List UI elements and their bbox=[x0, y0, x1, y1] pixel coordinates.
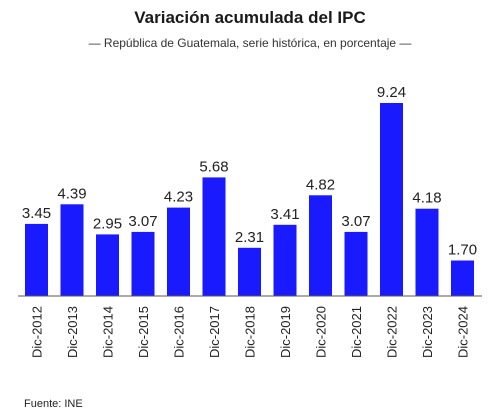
bar-dic-2014 bbox=[96, 234, 119, 296]
value-label-dic-2024: 1.70 bbox=[448, 242, 477, 259]
chart-subtitle: — República de Guatemala, serie históric… bbox=[88, 36, 412, 50]
value-label-dic-2020: 4.82 bbox=[306, 176, 335, 193]
bar-dic-2012 bbox=[25, 223, 48, 296]
bar-dic-2024 bbox=[451, 260, 474, 296]
category-label-dic-2022: Dic-2022 bbox=[385, 306, 400, 358]
category-label-dic-2012: Dic-2012 bbox=[30, 306, 45, 358]
bar-dic-2013 bbox=[60, 204, 84, 296]
bar-dic-2023 bbox=[415, 208, 439, 296]
category-label-dic-2023: Dic-2023 bbox=[420, 306, 435, 358]
bar-dic-2015 bbox=[131, 231, 155, 296]
category-label-dic-2019: Dic-2019 bbox=[278, 306, 293, 358]
bar-dic-2021 bbox=[344, 231, 368, 296]
bar-dic-2018 bbox=[238, 247, 261, 296]
value-label-dic-2016: 4.23 bbox=[164, 189, 193, 206]
category-label-dic-2021: Dic-2021 bbox=[349, 306, 364, 358]
bar-dic-2016 bbox=[167, 207, 190, 296]
category-label-dic-2024: Dic-2024 bbox=[456, 306, 471, 358]
category-label-dic-2016: Dic-2016 bbox=[172, 306, 187, 358]
bar-dic-2020 bbox=[309, 195, 332, 296]
bar-dic-2019 bbox=[273, 224, 297, 296]
category-label-dic-2015: Dic-2015 bbox=[136, 306, 151, 358]
value-label-dic-2021: 3.07 bbox=[341, 213, 370, 230]
value-label-dic-2017: 5.68 bbox=[199, 158, 228, 175]
value-label-dic-2019: 3.41 bbox=[270, 206, 299, 223]
bar-dic-2017 bbox=[202, 177, 226, 296]
category-label-dic-2014: Dic-2014 bbox=[101, 306, 116, 358]
value-label-dic-2015: 3.07 bbox=[128, 213, 157, 230]
category-label-dic-2020: Dic-2020 bbox=[314, 306, 329, 358]
value-label-dic-2012: 3.45 bbox=[22, 205, 51, 222]
value-label-dic-2022: 9.24 bbox=[377, 84, 406, 101]
value-label-dic-2023: 4.18 bbox=[412, 190, 441, 207]
category-label-dic-2013: Dic-2013 bbox=[65, 306, 80, 358]
chart-title: Variación acumulada del IPC bbox=[134, 8, 366, 27]
value-label-dic-2018: 2.31 bbox=[235, 229, 264, 246]
source-note: Fuente: INE bbox=[24, 398, 83, 410]
value-label-dic-2013: 4.39 bbox=[57, 185, 86, 202]
value-label-dic-2014: 2.95 bbox=[93, 215, 122, 232]
category-label-dic-2018: Dic-2018 bbox=[243, 306, 258, 358]
category-label-dic-2017: Dic-2017 bbox=[207, 306, 222, 358]
bar-dic-2022 bbox=[380, 103, 403, 296]
